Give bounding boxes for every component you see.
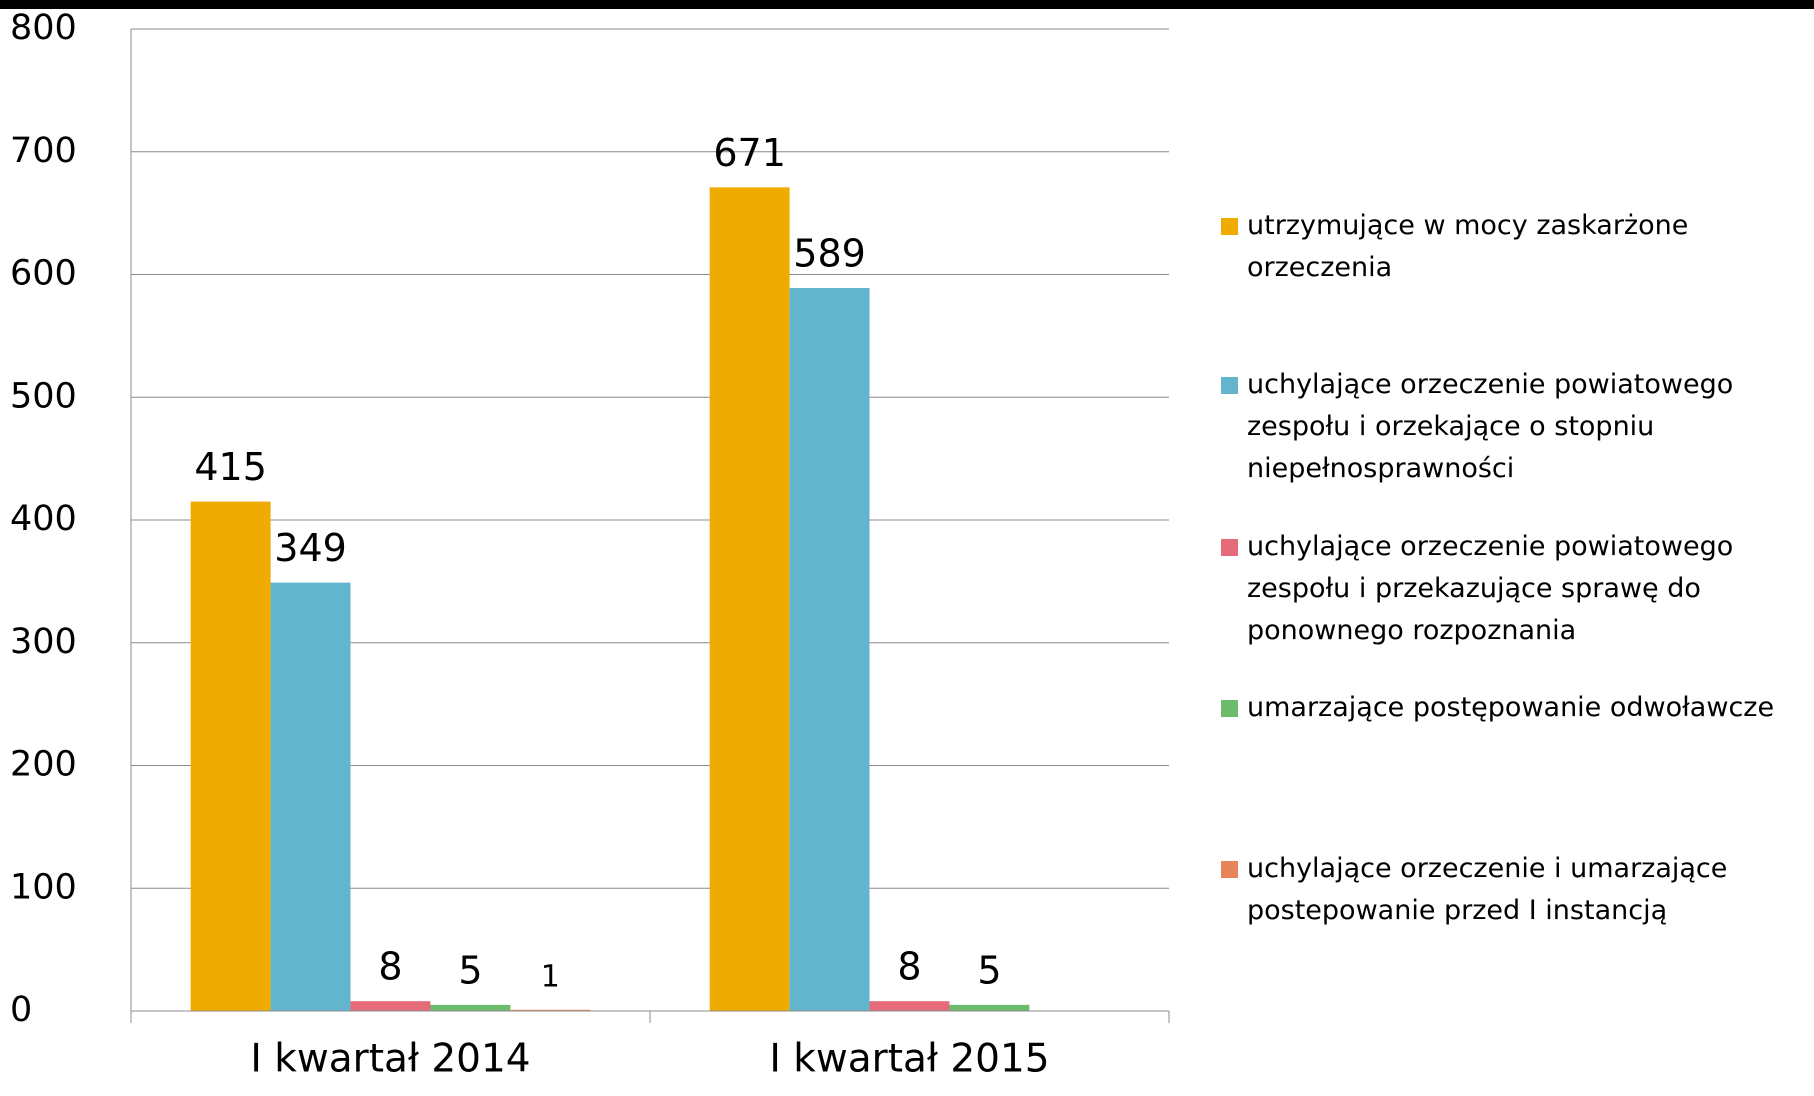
legend-swatch (1221, 700, 1238, 717)
y-tick-label: 100 (10, 867, 77, 907)
bar (869, 1001, 950, 1011)
x-tick-label: I kwartał 2014 (250, 1037, 530, 1082)
legend-item: utrzymujące w mocy zaskarżone orzeczenia (1221, 205, 1781, 289)
value-label: 415 (194, 445, 267, 489)
y-tick-label: 500 (10, 376, 77, 416)
legend-label: utrzymujące w mocy zaskarżone orzeczenia (1247, 210, 1689, 283)
legend-swatch (1221, 861, 1238, 878)
legend-label: umarzające postępowanie odwoławcze (1247, 692, 1775, 723)
legend-item: uchylające orzeczenie powiatowego zespoł… (1221, 364, 1781, 490)
value-label: 589 (793, 232, 866, 276)
legend-label: uchylające orzeczenie i umarzające poste… (1247, 853, 1728, 926)
y-tick-label: 0 (10, 990, 32, 1030)
y-tick-label: 200 (10, 745, 77, 785)
x-tick-label: I kwartał 2015 (769, 1037, 1049, 1082)
legend-item: uchylające orzeczenie i umarzające poste… (1221, 848, 1781, 932)
bar (430, 1004, 511, 1011)
y-tick-label: 300 (10, 622, 77, 662)
legend-label: uchylające orzeczenie powiatowego zespoł… (1247, 369, 1734, 484)
value-label: 8 (378, 945, 402, 989)
bar (789, 288, 870, 1011)
y-tick-label: 400 (10, 499, 77, 539)
legend-item: umarzające postępowanie odwoławcze (1221, 687, 1781, 729)
bar (190, 501, 271, 1011)
bar (270, 582, 351, 1011)
top-bar (0, 0, 1814, 9)
legend-label: uchylające orzeczenie powiatowego zespoł… (1247, 531, 1734, 646)
value-label: 671 (713, 131, 786, 175)
value-label: 5 (977, 948, 1001, 992)
bar (350, 1001, 431, 1011)
bar (709, 187, 790, 1011)
legend-swatch (1221, 539, 1238, 556)
value-label: 1 (541, 959, 560, 994)
y-tick-label: 700 (10, 131, 77, 171)
y-tick-label: 600 (10, 254, 77, 294)
legend-item: uchylające orzeczenie powiatowego zespoł… (1221, 526, 1781, 652)
value-label: 8 (897, 945, 921, 989)
y-tick-label: 800 (10, 8, 77, 48)
legend-swatch (1221, 377, 1238, 394)
value-label: 349 (274, 526, 347, 570)
bar (949, 1004, 1030, 1011)
value-label: 5 (458, 948, 482, 992)
bar (510, 1009, 591, 1011)
legend-swatch (1221, 218, 1238, 235)
